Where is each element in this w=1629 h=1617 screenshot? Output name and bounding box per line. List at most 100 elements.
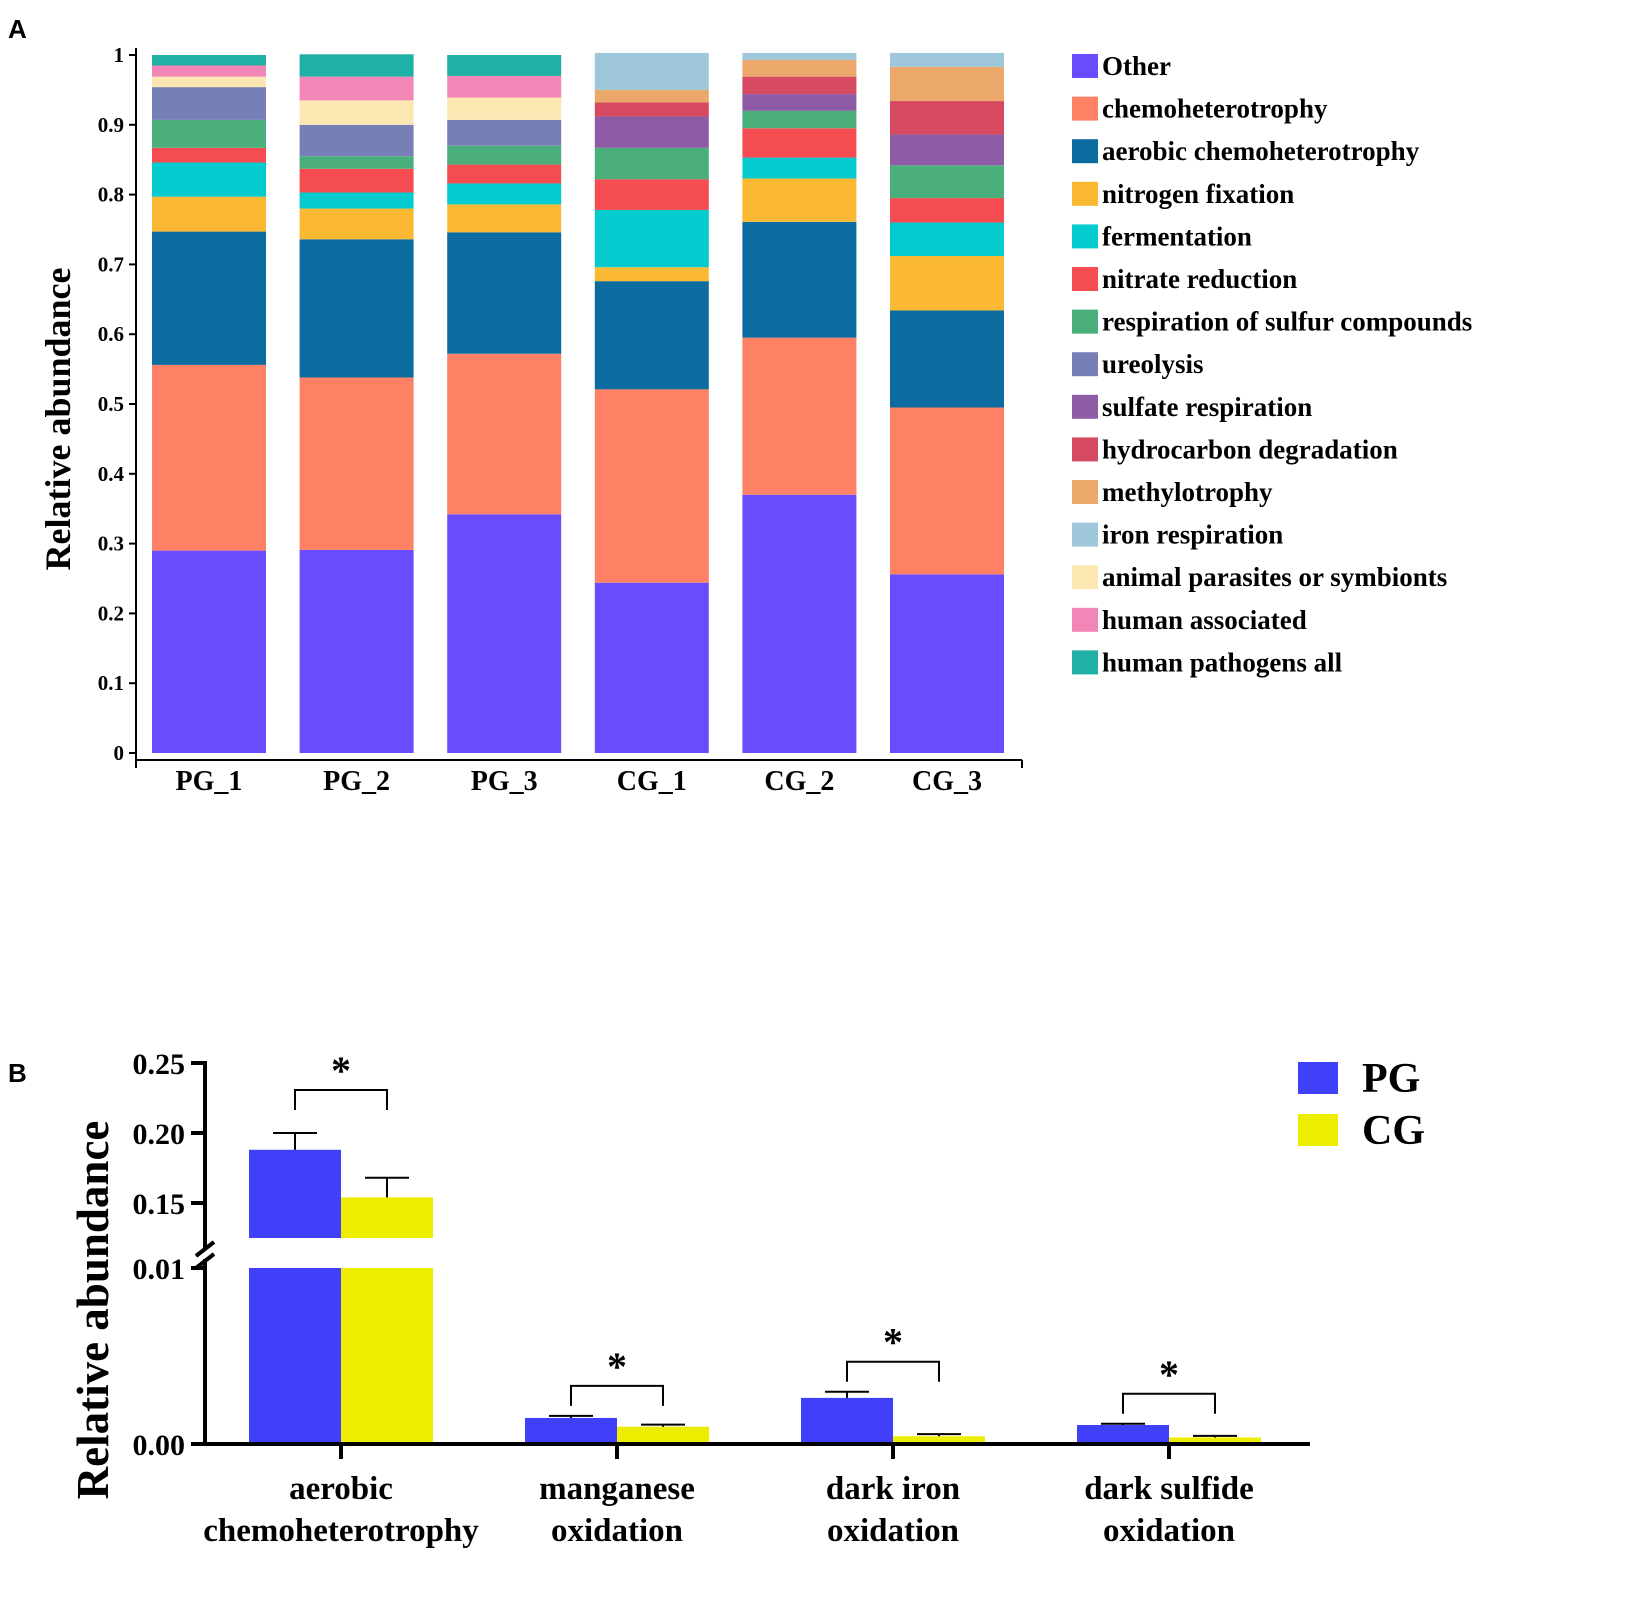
y-tick-label: 0.5 <box>98 392 124 416</box>
bar-segment-nitrate-reduction-PG_3 <box>447 164 562 184</box>
y-tick-label: 0.2 <box>98 601 124 625</box>
legend-swatch-CG <box>1298 1114 1338 1146</box>
x-tick-label: oxidation <box>827 1513 959 1549</box>
bar-PG-aerobic-chemoheterotrophy-upper <box>249 1149 341 1238</box>
bar-segment-Other-CG_3 <box>890 574 1004 753</box>
legend-label-CG: CG <box>1362 1108 1425 1154</box>
bar-segment-aerobic-chemoheterotrophy-CG_1 <box>594 281 709 390</box>
bar-segment-nitrogen-fixation-PG_2 <box>299 208 414 240</box>
bar-segment-ureolysis-PG_1 <box>152 87 266 120</box>
bar-segment-respiration-of-sulfur-compounds-CG_1 <box>594 147 709 180</box>
significance-star: * <box>1159 1352 1179 1397</box>
legend-swatch-fermentation <box>1072 224 1098 249</box>
legend-swatch-aerobic-chemoheterotrophy <box>1072 139 1098 164</box>
x-tick-label: dark iron <box>826 1471 960 1507</box>
legend-swatch-animal-parasites-or-symbionts <box>1072 565 1098 590</box>
bar-segment-respiration-of-sulfur-compounds-PG_1 <box>152 119 266 148</box>
x-tick-label: CG_3 <box>912 766 982 797</box>
legend-label-human-associated: human associated <box>1102 605 1307 635</box>
bar-segment-animal-parasites-or-symbionts-PG_2 <box>299 100 414 125</box>
bar-segment-hydrocarbon-degradation-CG_1 <box>594 102 709 117</box>
legend-label-aerobic-chemoheterotrophy: aerobic chemoheterotrophy <box>1102 136 1420 166</box>
bar-segment-Other-PG_2 <box>299 549 414 753</box>
bar-segment-respiration-of-sulfur-compounds-CG_3 <box>890 165 1004 199</box>
bar-segment-nitrogen-fixation-CG_2 <box>742 178 857 222</box>
bar-segment-fermentation-PG_2 <box>299 192 414 209</box>
significance-bracket <box>294 1089 388 1110</box>
bar-segment-aerobic-chemoheterotrophy-PG_2 <box>299 239 414 378</box>
legend-label-nitrate-reduction: nitrate reduction <box>1102 264 1297 294</box>
x-tick-label: oxidation <box>551 1513 683 1549</box>
bar-segment-nitrate-reduction-CG_3 <box>890 198 1004 223</box>
legend-label-Other: Other <box>1102 51 1171 81</box>
bar-segment-methylotrophy-CG_2 <box>742 59 857 77</box>
bar-segment-methylotrophy-CG_3 <box>890 66 1004 102</box>
bar-CG-manganese-oxidation <box>617 1426 709 1444</box>
y-tick-label: 0.7 <box>98 252 124 276</box>
legend-swatch-human-pathogens-all <box>1072 650 1098 675</box>
legend-label-methylotrophy: methylotrophy <box>1102 477 1273 507</box>
bar-segment-respiration-of-sulfur-compounds-PG_2 <box>299 156 414 169</box>
bar-segment-ureolysis-PG_3 <box>447 119 562 146</box>
legend-label-chemoheterotrophy: chemoheterotrophy <box>1102 94 1328 124</box>
y-tick-label: 0.01 <box>133 1253 186 1286</box>
bar-segment-Other-CG_1 <box>594 582 709 753</box>
bar-segment-nitrate-reduction-PG_1 <box>152 147 266 163</box>
bar-segment-fermentation-PG_3 <box>447 183 562 205</box>
significance-star: * <box>331 1048 351 1093</box>
bar-segment-ureolysis-PG_2 <box>299 124 414 157</box>
bar-segment-aerobic-chemoheterotrophy-CG_2 <box>742 221 857 338</box>
bar-segment-fermentation-PG_1 <box>152 162 266 197</box>
bar-segment-iron-respiration-CG_1 <box>594 52 709 90</box>
legend-swatch-methylotrophy <box>1072 480 1098 504</box>
x-tick-label: dark sulfide <box>1084 1471 1254 1507</box>
legend-swatch-sulfate-respiration <box>1072 394 1098 419</box>
legend-swatch-chemoheterotrophy <box>1072 96 1098 121</box>
bar-segment-respiration-of-sulfur-compounds-CG_2 <box>742 110 857 129</box>
legend-swatch-ureolysis <box>1072 352 1098 377</box>
bar-segment-chemoheterotrophy-PG_2 <box>299 377 414 550</box>
significance-star: * <box>607 1344 627 1389</box>
bar-segment-animal-parasites-or-symbionts-PG_3 <box>447 97 562 120</box>
bar-segment-chemoheterotrophy-PG_1 <box>152 364 266 551</box>
legend-swatch-human-associated <box>1072 607 1098 632</box>
bar-segment-respiration-of-sulfur-compounds-PG_3 <box>447 145 562 165</box>
bar-CG-dark-sulfide-oxidation <box>1169 1437 1261 1444</box>
legend-label-sulfate-respiration: sulfate respiration <box>1102 392 1312 422</box>
bar-segment-nitrogen-fixation-PG_1 <box>152 196 266 232</box>
y-tick-label: 0.3 <box>98 532 124 556</box>
bar-segment-human-pathogens-all-PG_3 <box>447 55 562 76</box>
axis-break-mark <box>194 1252 216 1270</box>
bar-segment-methylotrophy-CG_1 <box>594 89 709 103</box>
bar-segment-fermentation-CG_2 <box>742 157 857 179</box>
bar-segment-aerobic-chemoheterotrophy-PG_1 <box>152 231 266 365</box>
bar-segment-chemoheterotrophy-CG_1 <box>594 389 709 583</box>
bar-segment-animal-parasites-or-symbionts-PG_1 <box>152 76 266 88</box>
bar-segment-Other-PG_1 <box>152 550 266 753</box>
bar-segment-human-associated-PG_3 <box>447 75 562 98</box>
bar-segment-sulfate-respiration-CG_1 <box>594 116 709 148</box>
bar-segment-human-associated-PG_1 <box>152 65 266 77</box>
bar-segment-Other-CG_2 <box>742 494 857 753</box>
legend-swatch-Other <box>1072 54 1098 78</box>
bar-segment-nitrogen-fixation-PG_3 <box>447 204 562 233</box>
bar-segment-hydrocarbon-degradation-CG_3 <box>890 101 1004 135</box>
legend-swatch-hydrocarbon-degradation <box>1072 437 1098 462</box>
x-tick-label: PG_2 <box>323 766 390 797</box>
y-tick-label: 0.6 <box>98 322 124 346</box>
x-tick-label: chemoheterotrophy <box>203 1513 479 1549</box>
bar-segment-nitrogen-fixation-CG_3 <box>890 256 1004 311</box>
legend-label-PG: PG <box>1362 1056 1420 1102</box>
bar-segment-iron-respiration-CG_3 <box>890 52 1004 67</box>
y-tick-label: 0.15 <box>133 1188 186 1221</box>
y-tick-label: 0.1 <box>98 671 124 695</box>
bar-segment-nitrate-reduction-CG_2 <box>742 128 857 158</box>
bar-segment-chemoheterotrophy-CG_2 <box>742 337 857 495</box>
bar-segment-human-pathogens-all-PG_2 <box>299 54 414 77</box>
grouped-bar-chart: Relative abundance * aerobic chemoheterotr… <box>68 1048 1425 1549</box>
bar-segment-nitrogen-fixation-CG_1 <box>594 267 709 282</box>
chart-a-ylabel: Relative abundance <box>38 267 78 570</box>
bar-CG-aerobic-chemoheterotrophy-lower <box>341 1268 433 1444</box>
y-tick-label: 1 <box>114 43 125 67</box>
